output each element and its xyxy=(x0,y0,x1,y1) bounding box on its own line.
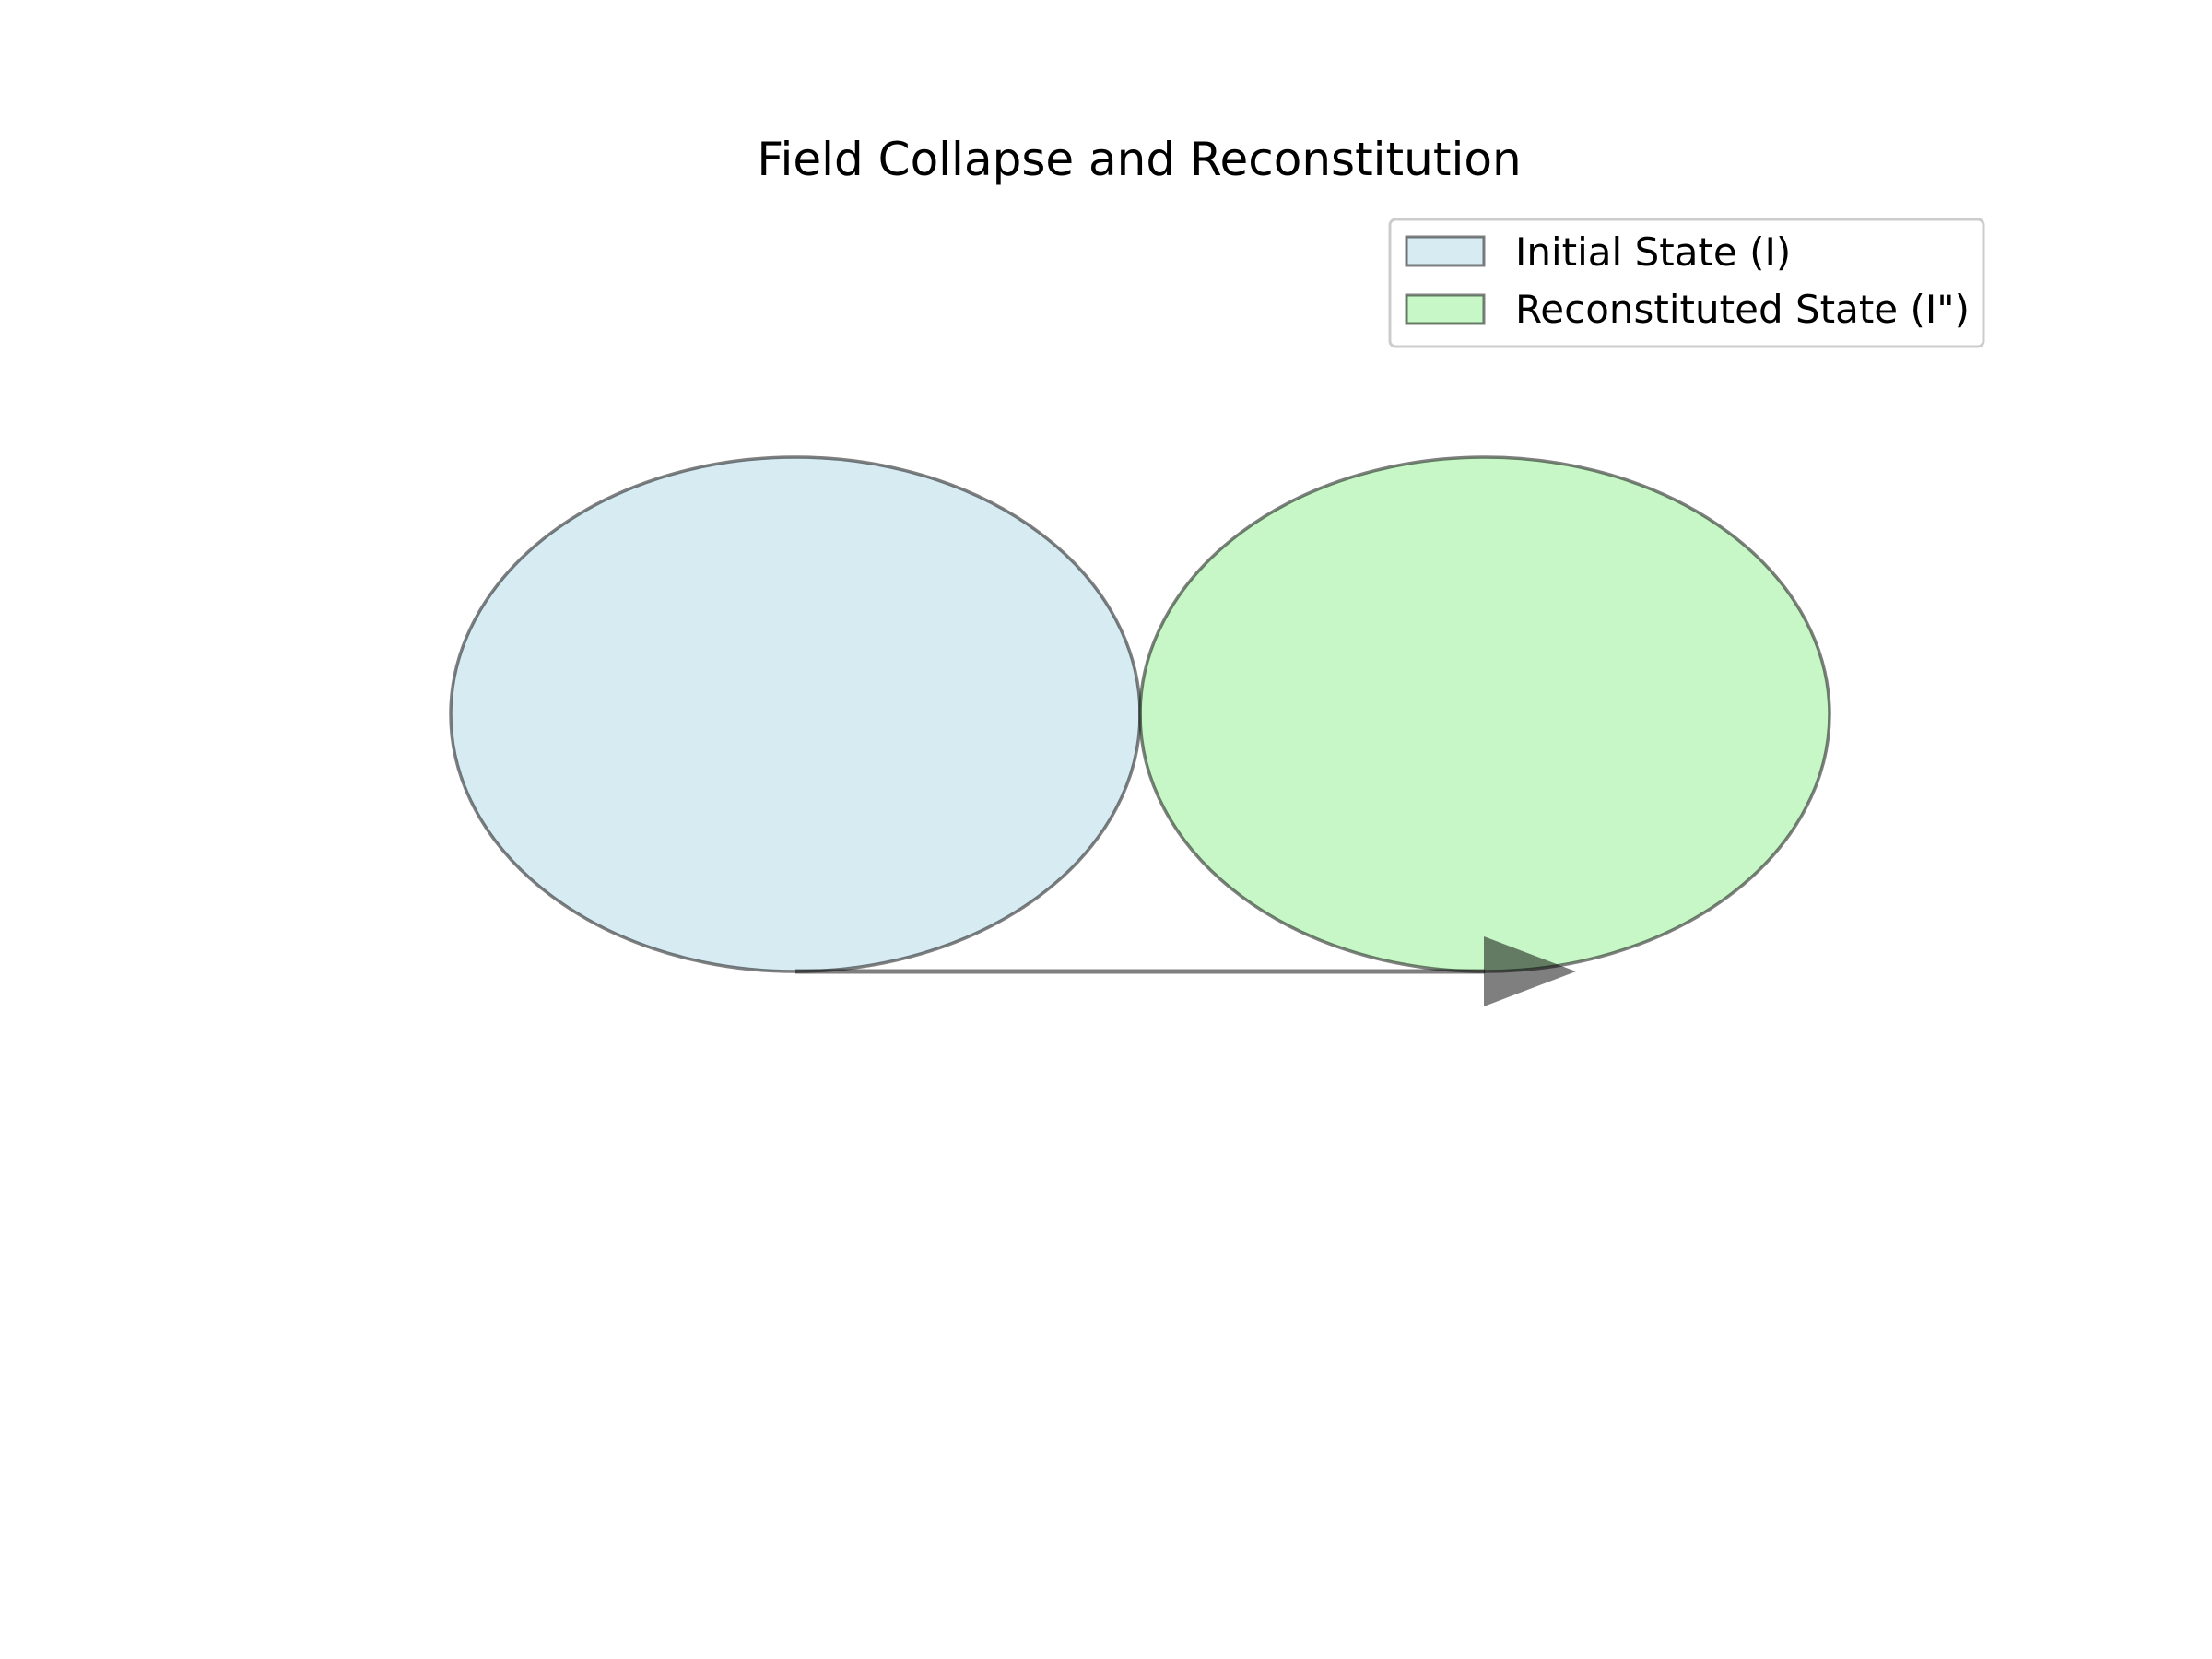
legend-swatch-initial-state xyxy=(1405,235,1486,267)
legend-frame xyxy=(1388,218,1985,348)
reconstituted-state-ellipse xyxy=(1138,455,1831,973)
transition-arrow xyxy=(795,936,1576,1006)
legend-label-reconstituted-state: Reconstituted State (I") xyxy=(1515,287,1970,332)
initial-state-ellipse xyxy=(449,455,1142,973)
legend-swatch-reconstituted-state xyxy=(1405,293,1486,325)
diagram-title: Field Collapse and Reconstitution xyxy=(757,133,1521,186)
legend-label-initial-state: Initial State (I) xyxy=(1515,229,1791,275)
legend: Initial State (I) Reconstituted State (I… xyxy=(1388,218,1985,348)
arrow-head xyxy=(1484,936,1576,1006)
